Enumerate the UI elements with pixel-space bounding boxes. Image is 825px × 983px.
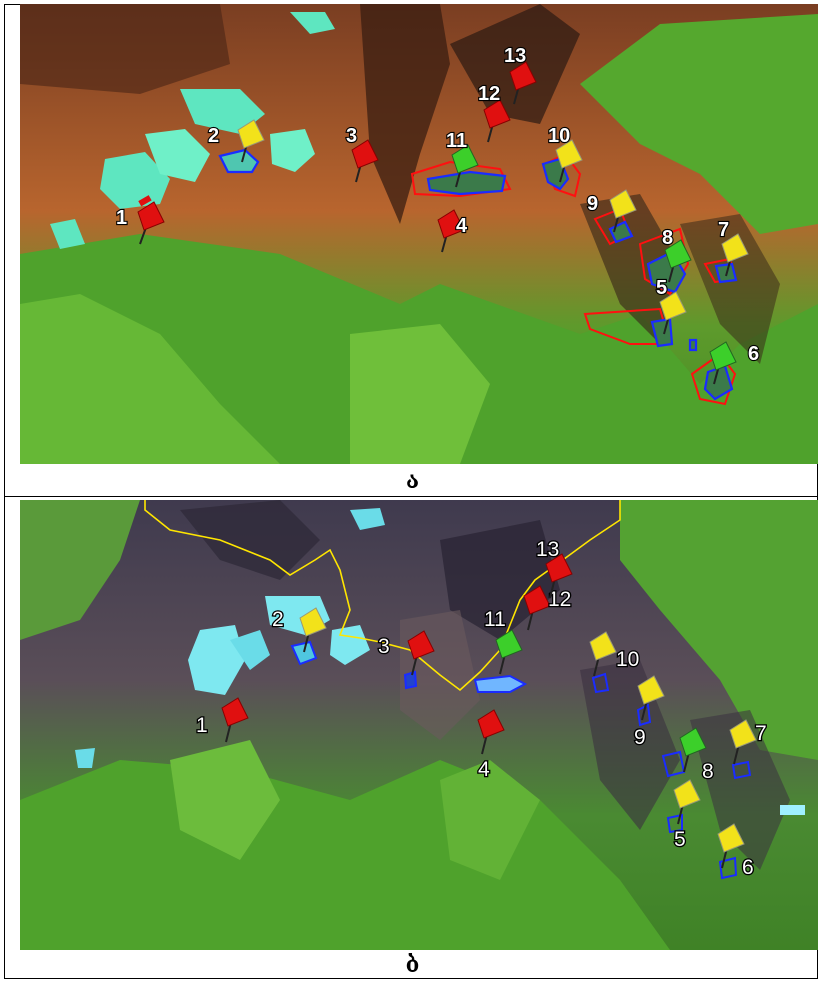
marker-label-8: 8 [702,760,714,783]
marker-label-7: 7 [718,219,729,241]
pin-1 [137,195,165,245]
pin-9 [609,189,637,233]
marker-label-6: 6 [742,856,754,879]
pin-7 [721,233,749,277]
pin-8 [679,727,707,773]
pin-13 [509,61,537,105]
marker-label-12: 12 [478,83,500,105]
satellite-image-panel-a: 1 2 3 4 5 6 7 [20,4,818,464]
satellite-image-panel-b: 1 2 3 4 5 6 7 [20,500,818,950]
marker-label-7: 7 [755,722,767,745]
pin-6 [709,341,737,385]
caption-panel-b: ბ [405,952,420,978]
marker-label-5: 5 [656,277,667,299]
marker-label-4: 4 [456,215,468,237]
marker-label-4: 4 [478,758,490,781]
satellite-image-b: 1 2 3 4 5 6 7 [20,500,818,950]
pin-2 [299,607,327,653]
marker-label-11: 11 [484,608,506,631]
marker-label-6: 6 [748,343,759,365]
marker-label-1: 1 [196,714,208,737]
pin-8 [664,239,692,283]
marker-label-13: 13 [504,45,526,67]
pin-13 [545,553,573,599]
pin-4 [477,709,505,755]
pin-7 [729,719,757,765]
marker-label-1: 1 [116,207,127,229]
pin-1 [221,697,249,743]
marker-label-12: 12 [548,588,571,611]
pin-12 [523,585,551,631]
marker-label-9: 9 [587,193,598,215]
pin-10 [589,631,617,677]
marker-label-9: 9 [634,726,646,749]
satellite-image-a: 1 2 3 4 5 6 7 [20,4,818,464]
marker-label-13: 13 [536,538,559,561]
pin-4 [437,209,465,253]
pin-5 [673,779,701,825]
pin-9 [637,675,665,721]
marker-label-2: 2 [272,608,284,631]
pin-11 [495,629,523,675]
pin-11 [451,144,479,188]
marker-label-3: 3 [378,635,390,658]
marker-label-3: 3 [346,125,357,147]
marker-label-8: 8 [662,227,673,249]
pin-2 [237,119,265,163]
pin-6 [717,823,745,869]
pin-3 [351,139,379,183]
pin-3 [407,630,435,676]
caption-panel-a: ა [405,468,420,494]
marker-label-5: 5 [674,828,686,851]
pin-12 [483,99,511,143]
marker-label-2: 2 [208,125,219,147]
marker-label-10: 10 [616,648,639,671]
pin-10 [555,139,583,183]
panel-divider [4,496,818,497]
marker-label-11: 11 [446,130,467,152]
pin-5 [659,291,687,335]
marker-label-10: 10 [548,125,570,147]
